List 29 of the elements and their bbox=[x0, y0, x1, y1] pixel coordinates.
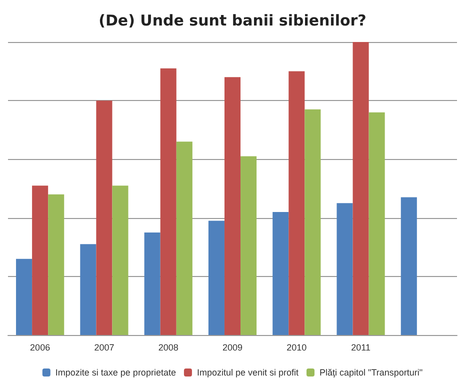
bar bbox=[400, 197, 417, 335]
bar bbox=[272, 212, 289, 335]
legend-label: Impozitul pe venit si profit bbox=[196, 368, 300, 378]
bar bbox=[304, 109, 321, 335]
bar bbox=[96, 100, 112, 335]
bar bbox=[16, 258, 32, 335]
x-tick-label: 2007 bbox=[94, 342, 114, 352]
x-tick-label: 2009 bbox=[222, 342, 243, 352]
bar bbox=[112, 186, 128, 335]
bar bbox=[80, 244, 96, 335]
bar bbox=[176, 142, 192, 335]
x-tick-label: 2008 bbox=[158, 342, 178, 352]
bar bbox=[160, 68, 176, 335]
x-tick-label: 2010 bbox=[286, 342, 307, 352]
bar bbox=[352, 42, 369, 335]
bar bbox=[240, 156, 257, 335]
bar bbox=[224, 77, 241, 335]
bar bbox=[288, 71, 305, 335]
bar bbox=[336, 203, 353, 335]
legend-label: Plăţi capitol "Transporturi" bbox=[320, 368, 423, 378]
bar bbox=[208, 220, 224, 335]
chart-title: (De) Unde sunt banii sibienilor? bbox=[98, 12, 366, 30]
x-tick-label: 2011 bbox=[351, 342, 370, 352]
legend-label: Impozite si taxe pe proprietate bbox=[55, 368, 176, 378]
bar bbox=[144, 232, 160, 335]
bar bbox=[32, 186, 48, 335]
x-tick-label: 2006 bbox=[30, 342, 50, 352]
bar bbox=[368, 112, 385, 335]
bar bbox=[48, 194, 64, 335]
